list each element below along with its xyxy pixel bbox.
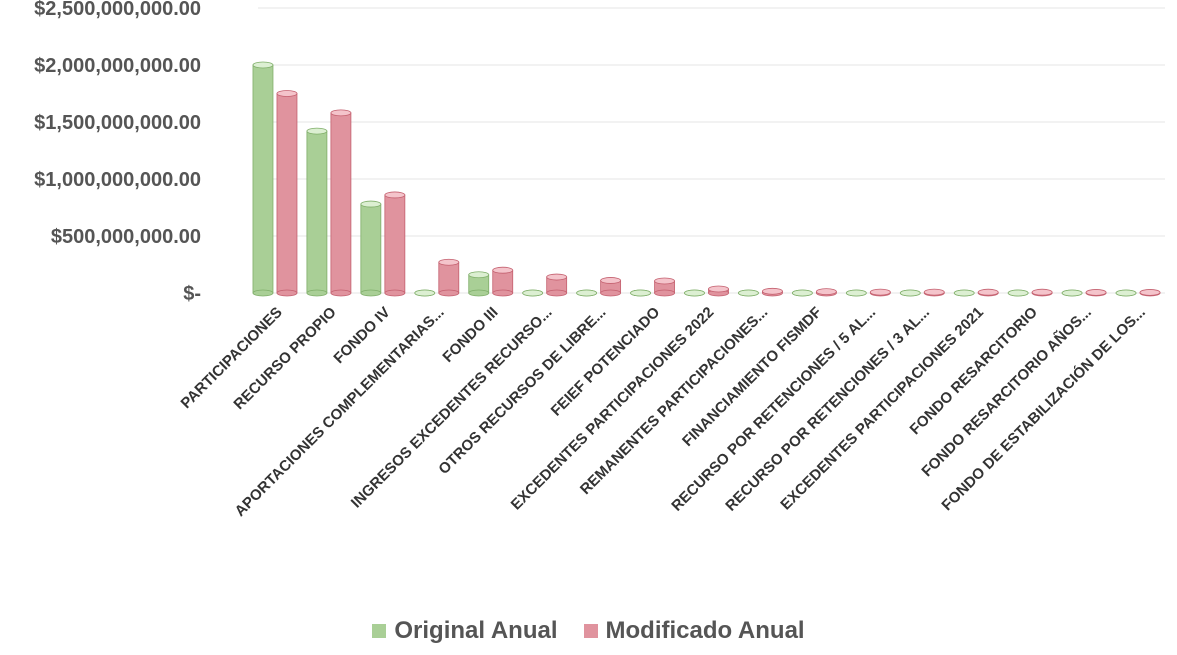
bar — [277, 94, 297, 294]
bar-cap — [1140, 289, 1160, 295]
bar-cap — [253, 62, 273, 68]
bar-base — [469, 290, 489, 296]
bar-cap — [331, 110, 351, 116]
bar-cap — [493, 267, 513, 273]
bar-base — [253, 290, 273, 296]
bar-cap — [1062, 290, 1082, 296]
legend-label-original: Original Anual — [394, 617, 557, 645]
bar-cap — [870, 289, 890, 295]
bar-cap — [547, 274, 567, 280]
legend-swatch-modificado — [584, 624, 598, 638]
bar-cap — [816, 289, 836, 295]
bar-cap — [900, 290, 920, 296]
x-tick-label: INGRESOS EXCEDENTES RECURSO... — [348, 304, 556, 512]
bar-cap — [469, 272, 489, 278]
bar-cap — [685, 290, 705, 296]
chart-svg: $- $500,000,000.00 $1,000,000,000.00 $1,500… — [0, 0, 1177, 615]
bar-cap — [307, 128, 327, 134]
y-tick-label: $- — [183, 283, 201, 305]
bar-cap — [439, 259, 459, 265]
bar-cap — [954, 290, 974, 296]
bar-base — [547, 290, 567, 296]
bar-cap — [577, 290, 597, 296]
x-tick-label: FONDO DE ESTABILIZACIÓN DE LOS... — [938, 303, 1149, 514]
y-tick-label: $1,500,000,000.00 — [34, 112, 201, 134]
bar — [331, 113, 351, 293]
legend-item-original: Original Anual — [372, 617, 557, 645]
x-tick-label: RECURSO PROPIO — [230, 304, 339, 413]
legend: Original Anual Modificado Anual — [0, 614, 1177, 648]
x-tick-label: PARTICIPACIONES — [178, 304, 286, 412]
legend-swatch-original — [372, 624, 386, 638]
legend-item-modificado: Modificado Anual — [584, 617, 805, 645]
bar-base — [331, 290, 351, 296]
bar-cap — [1008, 290, 1028, 296]
bar-cap — [978, 289, 998, 295]
x-tick-label: EXCEDENTES PARTICIPACIONES 2022 — [508, 304, 718, 514]
bar-base — [307, 290, 327, 296]
bar-cap — [762, 288, 782, 294]
bar-cap — [846, 290, 866, 296]
x-tick-label: RECURSO POR RETENCIONES / 5 AL... — [668, 304, 879, 515]
bar-cap — [601, 277, 621, 283]
x-tick-label: RECURSO POR RETENCIONES / 3 AL... — [722, 304, 933, 515]
bar-cap — [631, 290, 651, 296]
bar — [307, 131, 327, 293]
bar — [439, 262, 459, 293]
x-tick-label: REMANENTES PARTICIPACIONES... — [577, 304, 771, 498]
y-tick-label: $2,500,000,000.00 — [34, 0, 201, 20]
bar-base — [493, 290, 513, 296]
bar-base — [601, 290, 621, 296]
bar-cap — [1116, 290, 1136, 296]
bar-cap — [792, 290, 812, 296]
bar-base — [277, 290, 297, 296]
bar-cap — [738, 290, 758, 296]
bar — [253, 65, 273, 293]
bar — [493, 270, 513, 293]
y-tick-label: $2,000,000,000.00 — [34, 55, 201, 77]
bar-cap — [523, 290, 543, 296]
bar-base — [655, 290, 675, 296]
bar-base — [361, 290, 381, 296]
x-tick-label: EXCEDENTES PARTICIPACIONES 2021 — [777, 304, 987, 514]
bar — [385, 195, 405, 293]
bar-cap — [415, 290, 435, 296]
bar-cap — [1086, 289, 1106, 295]
bar-cap — [385, 192, 405, 198]
bar-base — [385, 290, 405, 296]
bar-cap — [361, 201, 381, 207]
bar-cap — [924, 289, 944, 295]
bar-cap — [655, 278, 675, 284]
y-tick-label: $500,000,000.00 — [51, 226, 201, 248]
legend-label-modificado: Modificado Anual — [606, 617, 805, 645]
bar-cap — [277, 91, 297, 97]
bar — [361, 204, 381, 293]
y-tick-label: $1,000,000,000.00 — [34, 169, 201, 191]
bar-cap — [1032, 289, 1052, 295]
bar-base — [439, 290, 459, 296]
bar-cap — [709, 286, 729, 292]
